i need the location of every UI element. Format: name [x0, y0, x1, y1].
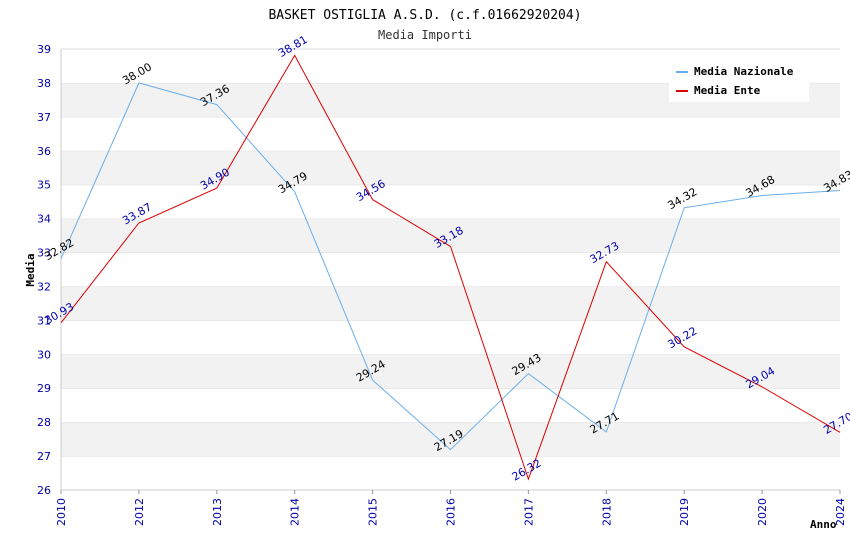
x-tick-label: 2019	[678, 498, 691, 526]
grid-band	[61, 150, 840, 185]
grid-bands	[61, 48, 840, 490]
grid-band	[61, 286, 840, 321]
grid-band	[61, 320, 840, 355]
y-tick-label: 30	[37, 348, 51, 361]
chart-subtitle: Media Importi	[378, 28, 472, 42]
grid-band	[61, 456, 840, 490]
chart-title: BASKET OSTIGLIA A.S.D. (c.f.01662920204)	[268, 8, 581, 23]
y-tick-label: 36	[37, 145, 51, 158]
x-tick-label: 2014	[289, 498, 302, 526]
grid-band	[61, 422, 840, 457]
x-tick-label: 2013	[211, 498, 224, 526]
y-tick-label: 37	[37, 111, 51, 124]
grid-band	[61, 116, 840, 151]
x-tick-label: 2010	[55, 498, 68, 526]
x-tick-label: 2018	[600, 498, 613, 526]
y-tick-label: 35	[37, 179, 51, 192]
y-tick-label: 28	[37, 416, 51, 429]
y-tick-label: 27	[37, 450, 51, 463]
x-tick-label: 2012	[133, 498, 146, 526]
x-tick-label: 2020	[756, 498, 769, 526]
legend: Media Nazionale Media Ente	[669, 60, 809, 102]
x-tick-label: 2016	[445, 498, 458, 526]
x-tick-label: 2015	[367, 498, 380, 526]
grid-band	[61, 252, 840, 287]
grid-band	[61, 354, 840, 389]
y-tick-label: 29	[37, 382, 51, 395]
y-tick-label: 26	[37, 484, 51, 497]
y-tick-label: 31	[37, 314, 51, 327]
y-tick-label: 38	[37, 77, 51, 90]
series-line-ente	[60, 54, 841, 481]
y-axis-label: Media	[24, 253, 37, 286]
x-axis-label: Anno	[810, 518, 837, 531]
y-tick-label: 39	[37, 43, 51, 56]
y-axis-ticks: 26 27 28 29 30 31 32 33 34 35 36 37 38 39	[37, 43, 51, 497]
x-axis-ticks: 2010 2012 2013 2014 2015 2016 2017 2018 2019 2020…	[55, 498, 847, 526]
y-tick-label: 33	[37, 247, 51, 260]
legend-label-ente: Media Ente	[694, 84, 761, 97]
legend-label-nazionale: Media Nazionale	[694, 65, 794, 78]
y-tick-label: 34	[37, 213, 51, 226]
x-tick-label: 2017	[522, 498, 535, 526]
x-tick-label: 2024	[834, 498, 847, 526]
legend-background	[669, 60, 809, 102]
grid-band	[61, 184, 840, 219]
y-tick-label: 32	[37, 280, 51, 293]
grid-band	[61, 388, 840, 423]
series-line-nazionale	[60, 82, 841, 451]
